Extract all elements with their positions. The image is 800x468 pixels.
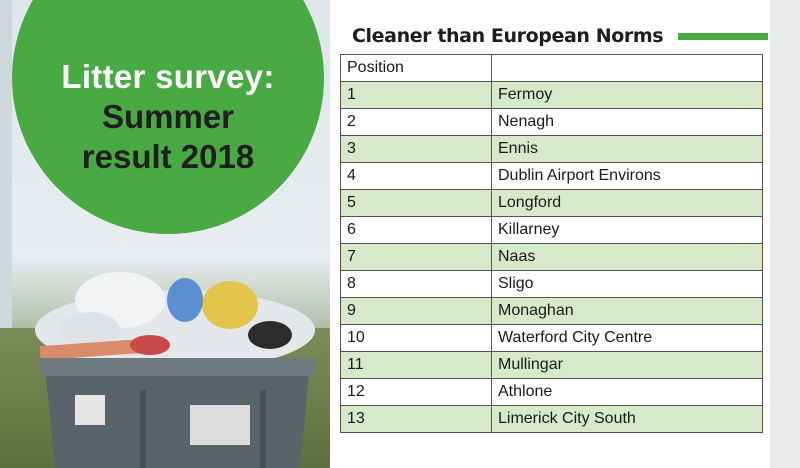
table-header-row: Position bbox=[340, 54, 763, 82]
table-row: 9 Monaghan bbox=[340, 297, 763, 325]
table-row: 12 Athlone bbox=[340, 378, 763, 406]
header-town bbox=[491, 54, 763, 82]
position-cell: 12 bbox=[340, 378, 492, 406]
ranking-table: Position 1 Fermoy 2 Nenagh 3 Ennis 4 Dublin … bbox=[340, 54, 763, 433]
table-title: Cleaner than European Norms bbox=[352, 25, 664, 47]
position-cell: 6 bbox=[340, 216, 492, 244]
position-cell: 10 bbox=[340, 324, 492, 352]
position-cell: 11 bbox=[340, 351, 492, 379]
town-cell: Mullingar bbox=[491, 351, 763, 379]
table-row: 6 Killarney bbox=[340, 216, 763, 244]
town-cell: Nenagh bbox=[491, 108, 763, 136]
town-cell: Limerick City South bbox=[491, 405, 763, 433]
town-cell: Dublin Airport Environs bbox=[491, 162, 763, 190]
position-cell: 8 bbox=[340, 270, 492, 298]
table-row: 11 Mullingar bbox=[340, 351, 763, 379]
table-row: 5 Longford bbox=[340, 189, 763, 217]
position-cell: 9 bbox=[340, 297, 492, 325]
accent-bar bbox=[678, 33, 768, 40]
town-cell: Monaghan bbox=[491, 297, 763, 325]
town-cell: Waterford City Centre bbox=[491, 324, 763, 352]
position-cell: 4 bbox=[340, 162, 492, 190]
position-cell: 13 bbox=[340, 405, 492, 433]
header-position: Position bbox=[340, 54, 492, 82]
town-cell: Ennis bbox=[491, 135, 763, 163]
town-cell: Sligo bbox=[491, 270, 763, 298]
table-row: 4 Dublin Airport Environs bbox=[340, 162, 763, 190]
table-row: 13 Limerick City South bbox=[340, 405, 763, 433]
town-cell: Athlone bbox=[491, 378, 763, 406]
headline-line-1: Litter survey: bbox=[61, 58, 275, 95]
table-heading-row: Cleaner than European Norms bbox=[340, 22, 780, 52]
town-cell: Naas bbox=[491, 243, 763, 271]
table-row: 10 Waterford City Centre bbox=[340, 324, 763, 352]
table-row: 2 Nenagh bbox=[340, 108, 763, 136]
town-cell: Longford bbox=[491, 189, 763, 217]
position-cell: 1 bbox=[340, 81, 492, 109]
position-cell: 3 bbox=[340, 135, 492, 163]
headline-line-2: Summer bbox=[101, 98, 235, 135]
position-cell: 2 bbox=[340, 108, 492, 136]
table-row: 3 Ennis bbox=[340, 135, 763, 163]
position-cell: 7 bbox=[340, 243, 492, 271]
headline-line-3: result 2018 bbox=[81, 138, 255, 175]
dumpster-photo: Litter survey: Summer result 2018 bbox=[0, 0, 330, 468]
position-cell: 5 bbox=[340, 189, 492, 217]
town-cell: Killarney bbox=[491, 216, 763, 244]
dumpster-illustration bbox=[35, 272, 315, 468]
table-row: 8 Sligo bbox=[340, 270, 763, 298]
page-edge bbox=[770, 0, 800, 468]
table-row: 7 Naas bbox=[340, 243, 763, 271]
town-cell: Fermoy bbox=[491, 81, 763, 109]
table-row: 1 Fermoy bbox=[340, 81, 763, 109]
